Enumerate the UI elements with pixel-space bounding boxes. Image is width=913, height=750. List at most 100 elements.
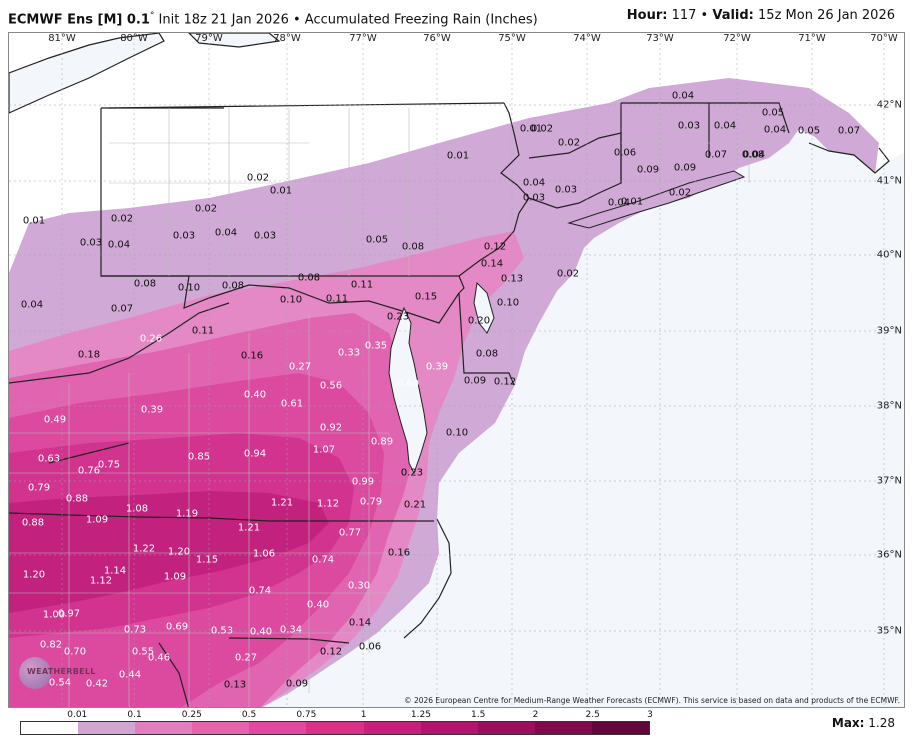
value-label: 0.70 — [63, 646, 87, 658]
value-label: 0.08 — [297, 272, 321, 284]
value-label: 0.56 — [319, 380, 343, 392]
value-label: 0.11 — [191, 325, 215, 337]
lon-label: 81°W — [48, 33, 76, 44]
legend-swatch — [78, 722, 136, 734]
value-label: 1.07 — [312, 444, 336, 456]
value-label: 0.01 — [22, 215, 46, 227]
value-label: 0.75 — [97, 459, 121, 471]
value-label: 0.09 — [463, 375, 487, 387]
value-label: 0.03 — [677, 120, 701, 132]
value-label: 0.89 — [370, 436, 394, 448]
lat-label: 37°N — [876, 475, 902, 487]
value-label: 0.04 — [214, 227, 238, 239]
model-name: ECMWF Ens [M] 0.1 — [8, 12, 150, 28]
lon-label: 77°W — [349, 33, 377, 44]
value-label: 1.08 — [125, 503, 149, 515]
lat-label: 40°N — [876, 249, 902, 261]
value-label: 0.05 — [761, 107, 785, 119]
value-label: 0.03 — [172, 230, 196, 242]
value-label: 0.04 — [607, 197, 631, 209]
lon-label: 80°W — [120, 33, 148, 44]
value-label: 0.02 — [556, 268, 580, 280]
lon-label: 73°W — [646, 33, 674, 44]
logo-globe — [19, 657, 51, 689]
value-label: 0.33 — [337, 347, 361, 359]
value-label: 0.02 — [246, 172, 270, 184]
value-label: 1.09 — [85, 514, 109, 526]
map-header: ECMWF Ens [M] 0.1° Init 18z 21 Jan 2026 … — [0, 0, 913, 32]
value-label: 0.04 — [742, 149, 766, 161]
value-label: 0.08 — [221, 280, 245, 292]
value-label: 0.02 — [194, 203, 218, 215]
lon-label: 76°W — [423, 33, 451, 44]
lake-erie — [9, 33, 165, 114]
value-label: 0.21 — [403, 499, 427, 511]
legend-swatch — [477, 722, 535, 734]
value-label: 0.97 — [57, 608, 81, 620]
value-label: 0.08 — [475, 348, 499, 360]
max-label: Max: — [831, 716, 865, 730]
value-label: 0.07 — [704, 149, 728, 161]
outer-banks — [403, 518, 452, 639]
value-label: 0.12 — [319, 646, 343, 658]
legend-tick-labels: 0.01 0.1 0.25 0.5 0.75 1 1.25 1.5 2 2.5 3 — [20, 710, 653, 720]
value-label: 0.01 — [620, 196, 644, 208]
legend-tick-label: 2 — [532, 710, 539, 720]
max-value: 1.28 — [864, 716, 895, 730]
lon-label: 70°W — [870, 33, 898, 44]
value-label: 0.94 — [243, 448, 267, 460]
value-label: 0.03 — [554, 184, 578, 196]
value-label: 0.08 — [133, 278, 157, 290]
value-label: 0.03 — [79, 237, 103, 249]
legend-tick-label: 0.75 — [296, 710, 317, 720]
value-label: 1.21 — [270, 497, 294, 509]
forecast-map[interactable]: 81°W 80°W 79°W 78°W 77°W 76°W 75°W 74°W … — [8, 32, 905, 708]
value-label: 0.23 — [386, 311, 410, 323]
value-label: 0.60 — [396, 378, 420, 390]
value-label: 0.35 — [364, 340, 388, 352]
legend-swatch — [135, 722, 193, 734]
value-label: 1.21 — [237, 522, 261, 534]
value-label: 1.22 — [132, 543, 156, 555]
value-label: 1.14 — [103, 565, 127, 577]
value-label: 1.12 — [89, 575, 113, 587]
value-label: 0.13 — [500, 273, 524, 285]
value-label: 0.18 — [77, 349, 101, 361]
cape-cod — [808, 142, 890, 174]
lon-label: 74°W — [573, 33, 601, 44]
valid-label: Valid: — [712, 8, 754, 23]
value-label: 0.11 — [350, 279, 374, 291]
lat-label: 39°N — [876, 325, 902, 337]
value-label: 0.27 — [234, 652, 258, 664]
value-label: 0.73 — [123, 624, 147, 636]
value-label: 0.14 — [348, 617, 372, 629]
value-label: 0.09 — [673, 162, 697, 174]
value-label: 0.04 — [107, 239, 131, 251]
hour-value: 117 • — [667, 8, 713, 23]
value-label: 1.09 — [163, 571, 187, 583]
value-label: 0.02 — [530, 123, 554, 135]
value-label: 0.20 — [467, 315, 491, 327]
value-label: 0.40 — [306, 599, 330, 611]
legend-tick-label: 1 — [360, 710, 367, 720]
legend-swatch — [192, 722, 250, 734]
chesapeake-bay — [388, 306, 428, 475]
value-label: 0.27 — [288, 361, 312, 373]
value-label: 1.00 — [42, 609, 66, 621]
value-label: 0.40 — [249, 626, 273, 638]
value-label: 0.76 — [77, 465, 101, 477]
legend-swatch — [363, 722, 421, 734]
value-label: 0.05 — [365, 234, 389, 246]
copyright-text: © 2026 European Centre for Medium-Range … — [404, 696, 900, 705]
legend-tick-label: 2.5 — [585, 710, 600, 720]
legend-swatch — [534, 722, 592, 734]
lat-label: 38°N — [876, 400, 902, 412]
lake-ontario — [188, 33, 281, 48]
lat-label: 41°N — [876, 175, 902, 187]
value-label: 0.01 — [446, 150, 470, 162]
value-label: 0.08 — [401, 241, 425, 253]
valid-value: 15z Mon 26 Jan 2026 — [753, 8, 895, 23]
value-label: 0.46 — [147, 652, 171, 664]
legend-swatch — [306, 722, 364, 734]
value-label: 0.30 — [347, 580, 371, 592]
